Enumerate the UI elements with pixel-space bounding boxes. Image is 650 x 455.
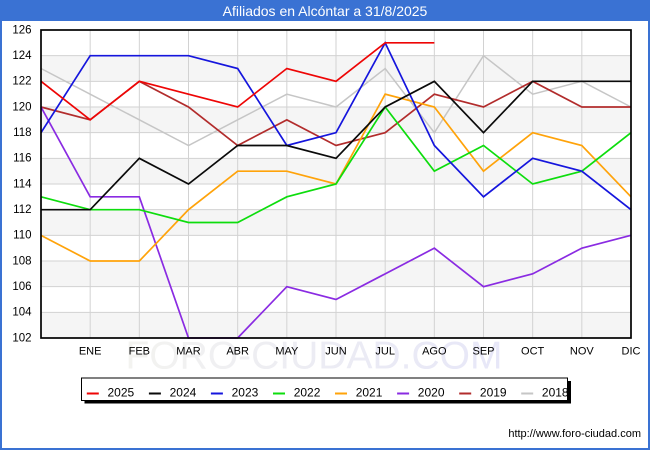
svg-text:2018: 2018 — [542, 386, 569, 400]
svg-text:2024: 2024 — [170, 386, 197, 400]
svg-text:2022: 2022 — [294, 386, 321, 400]
svg-text:AGO: AGO — [422, 346, 447, 358]
svg-text:116: 116 — [13, 153, 31, 165]
svg-text:124: 124 — [12, 50, 32, 62]
svg-text:2021: 2021 — [356, 386, 383, 400]
svg-text:NOV: NOV — [570, 346, 595, 358]
svg-text:110: 110 — [13, 230, 31, 242]
svg-text:http://www.foro-ciudad.com: http://www.foro-ciudad.com — [508, 428, 641, 440]
svg-text:JUN: JUN — [325, 346, 346, 358]
svg-text:ENE: ENE — [79, 346, 102, 358]
svg-text:104: 104 — [12, 307, 32, 319]
svg-text:120: 120 — [12, 101, 31, 113]
svg-text:102: 102 — [12, 332, 31, 344]
svg-text:MAY: MAY — [275, 346, 299, 358]
svg-text:SEP: SEP — [472, 346, 494, 358]
svg-text:FEB: FEB — [129, 346, 150, 358]
svg-text:114: 114 — [13, 178, 32, 190]
svg-text:112: 112 — [13, 204, 31, 216]
svg-text:2020: 2020 — [418, 386, 445, 400]
svg-text:2019: 2019 — [480, 386, 507, 400]
svg-text:OCT: OCT — [521, 346, 545, 358]
svg-text:MAR: MAR — [176, 346, 201, 358]
svg-text:108: 108 — [12, 255, 31, 267]
svg-text:2025: 2025 — [108, 386, 135, 400]
svg-text:JUL: JUL — [375, 346, 395, 358]
svg-text:126: 126 — [12, 24, 31, 36]
svg-text:Afiliados en Alcóntar a 31/8/2: Afiliados en Alcóntar a 31/8/2025 — [223, 3, 428, 19]
svg-text:122: 122 — [12, 76, 31, 88]
svg-text:ABR: ABR — [226, 346, 249, 358]
svg-text:FORO-CIUDAD.COM: FORO-CIUDAD.COM — [126, 335, 503, 378]
svg-text:118: 118 — [13, 127, 31, 139]
svg-text:DIC: DIC — [622, 346, 641, 358]
svg-text:2023: 2023 — [232, 386, 259, 400]
svg-text:106: 106 — [12, 281, 31, 293]
